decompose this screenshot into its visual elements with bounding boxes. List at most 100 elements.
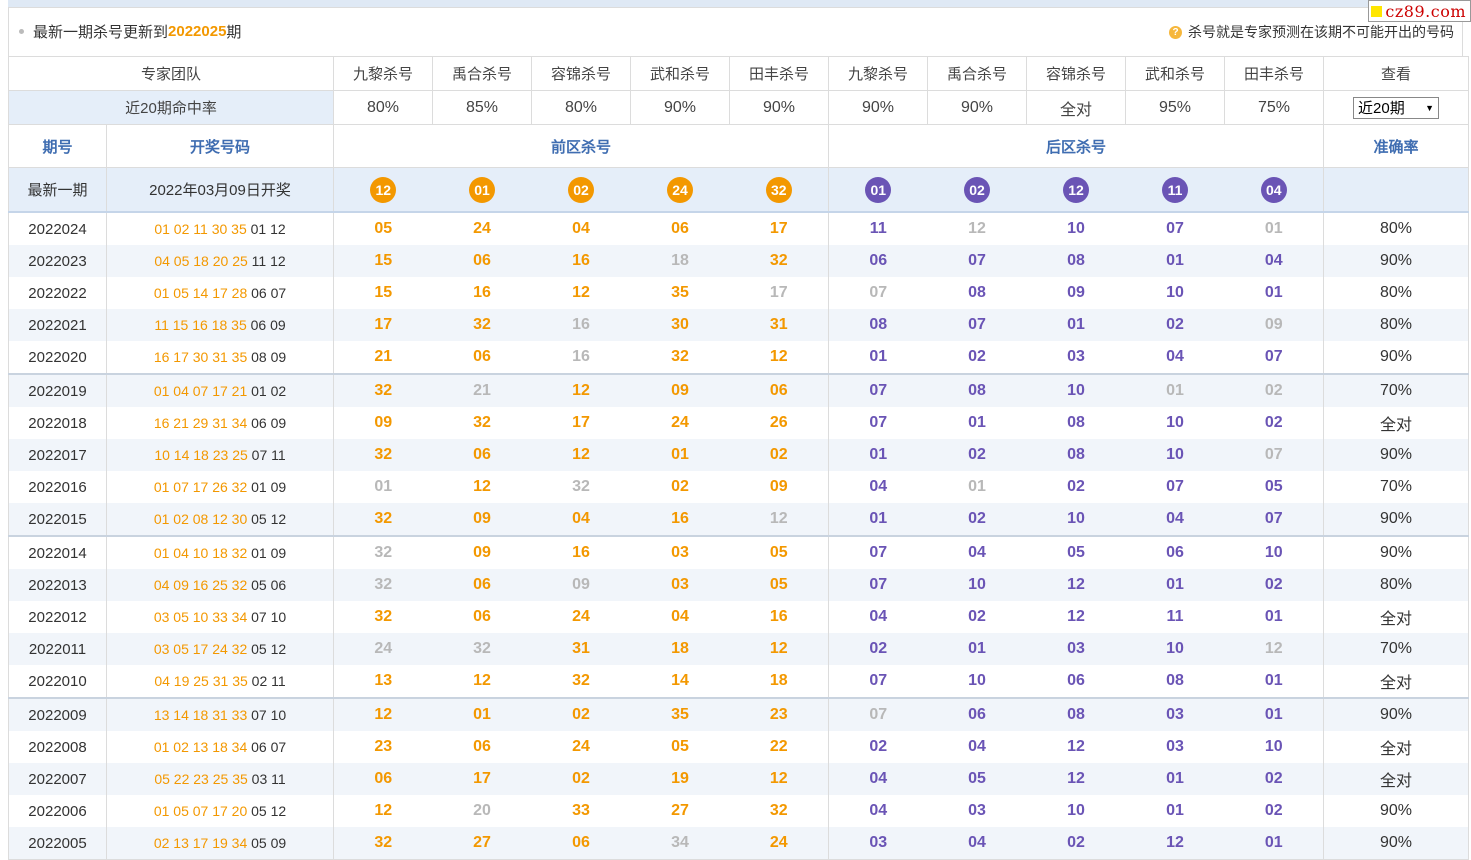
back-kill-number: 08: [927, 373, 1027, 407]
draw-front-numbers: 02 13 17 19 34: [153, 835, 248, 851]
back-kill-number: 01: [1125, 245, 1225, 277]
back-kill-number: 10: [1224, 535, 1325, 569]
back-kill-number: 06: [828, 245, 928, 277]
back-kill-number: 07: [828, 535, 928, 569]
front-kill-number: 32: [333, 373, 433, 407]
front-kill-number: 09: [729, 471, 830, 503]
front-kill-number: 13: [374, 672, 393, 689]
accuracy-value: 90%: [1323, 535, 1470, 569]
draw-back-numbers: 01 02: [251, 383, 287, 399]
back-kill-number: 07: [828, 373, 928, 407]
draw-numbers: 02 13 17 19 34 05 09: [106, 827, 335, 860]
front-kill-number: 24: [671, 414, 689, 431]
front-kill-number: 24: [333, 633, 433, 665]
front-kill-number: 32: [572, 478, 590, 495]
back-kill-number: 02: [1067, 478, 1085, 495]
latest-label: 最新一期: [8, 167, 107, 213]
front-kill-number: 32: [729, 245, 830, 277]
front-kill-number: 12: [572, 284, 590, 301]
back-kill-number: 09: [1067, 284, 1085, 301]
back-kill-number: 11: [869, 220, 887, 237]
site-watermark: cz89.com: [1368, 0, 1471, 22]
draw-numbers: 01 02 08 12 30 05 12: [106, 503, 335, 536]
back-kill-number: 01: [1125, 763, 1225, 795]
back-kill-number: 02: [927, 439, 1027, 471]
front-kill-number: 32: [671, 348, 689, 365]
logo-square-icon: [1371, 5, 1383, 17]
back-kill-number: 01: [1224, 601, 1325, 633]
draw-back-numbers: 05 12: [251, 511, 287, 527]
back-kill-number: 07: [1166, 220, 1184, 237]
back-kill-number: 08: [1026, 439, 1126, 471]
draw-front-numbers: 01 02 08 12 30: [153, 511, 248, 527]
front-kill-number: 06: [333, 763, 433, 795]
back-kill-number: 01: [1026, 309, 1126, 341]
front-kill-number: 09: [531, 569, 631, 601]
draw-back-numbers: 06 09: [250, 317, 286, 333]
back-kill-header: 后区杀号: [828, 124, 1325, 168]
front-kill-number: 32: [333, 569, 433, 601]
front-kill-number: 03: [630, 535, 730, 569]
back-ball-cell: 12: [1026, 167, 1126, 213]
back-kill-number: 06: [1067, 672, 1085, 689]
front-kill-number: 16: [630, 503, 730, 536]
front-kill-number: 12: [729, 341, 830, 374]
front-kill-number: 27: [432, 827, 532, 860]
accuracy-value: 90%: [1323, 697, 1470, 731]
back-kill-number: 02: [1224, 795, 1325, 827]
issue-number: 2022018: [8, 407, 107, 439]
front-kill-number: 01: [432, 697, 532, 731]
back-kill-number: 03: [828, 827, 928, 860]
back-kill-number: 01: [1224, 277, 1325, 309]
back-kill-number: 05: [927, 763, 1027, 795]
draw-back-numbers: 05 12: [251, 641, 287, 657]
front-kill-number: 12: [729, 763, 830, 795]
back-kill-number: 10: [1067, 220, 1085, 237]
hit-rate: 95%: [1125, 90, 1226, 125]
front-kill-number: 12: [333, 697, 433, 731]
back-kill-number: 05: [1224, 471, 1325, 503]
back-kill-number: 10: [927, 569, 1027, 601]
front-kill-number: 12: [473, 478, 491, 495]
front-kill-number: 32: [432, 633, 532, 665]
front-kill-number: 32: [572, 672, 590, 689]
accuracy-value: 70%: [1323, 471, 1470, 503]
back-kill-number: 01: [1224, 212, 1325, 245]
back-kill-number: 02: [1125, 309, 1225, 341]
top-stripe: [8, 0, 1463, 7]
front-kill-number: 21: [374, 348, 393, 365]
draw-back-numbers: 07 11: [251, 447, 286, 463]
back-kill-number: 07: [927, 309, 1027, 341]
front-kill-number: 12: [729, 503, 830, 536]
draw-front-numbers: 05 22 23 25 35: [154, 771, 248, 787]
back-kill-number: 03: [968, 802, 986, 819]
draw-back-numbers: 01 09: [251, 479, 287, 495]
expert-name: 武和杀号: [630, 56, 731, 91]
accuracy-value: 80%: [1323, 569, 1470, 601]
back-ball-cell: 01: [828, 167, 928, 213]
front-kill-number: 06: [432, 439, 532, 471]
back-kill-number: 09: [1224, 309, 1325, 341]
expert-name: 禹合杀号: [927, 56, 1028, 91]
front-kill-number: 12: [473, 672, 491, 689]
period-select[interactable]: 近20期 ▼: [1353, 96, 1440, 119]
team-label: 专家团队: [7, 56, 335, 91]
question-icon[interactable]: ?: [1169, 25, 1182, 39]
front-kill-number: 24: [572, 738, 590, 755]
back-kill-number: 04: [1224, 245, 1325, 277]
back-kill-number: 10: [1224, 731, 1325, 763]
draw-front-numbers: 04 09 16 25 32: [153, 577, 248, 593]
front-kill-number: 16: [531, 245, 631, 277]
back-kill-number: 12: [1026, 763, 1126, 795]
draw-back-numbers: 07 10: [251, 609, 287, 625]
front-kill-number: 18: [729, 665, 830, 698]
table-row: 2022009 13 14 18 31 33 07 10 12 01 02 35 23 07 0…: [8, 697, 1470, 731]
issue-number: 2022024: [8, 212, 107, 245]
back-kill-number: 12: [1067, 608, 1085, 625]
draw-numbers: 01 05 07 17 20 05 12: [106, 795, 335, 827]
draw-back-numbers: 03 11: [251, 771, 286, 787]
accuracy-value: 90%: [1323, 439, 1470, 471]
back-ball: 11: [1162, 176, 1189, 203]
issue-number: 2022014: [8, 535, 107, 569]
back-kill-number: 05: [1026, 535, 1126, 569]
